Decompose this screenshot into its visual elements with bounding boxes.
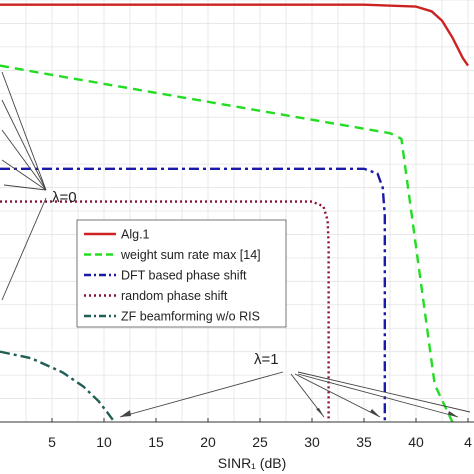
x-tick-label: 25 xyxy=(252,434,268,450)
annotations: λ=0 λ=1 xyxy=(1,71,471,418)
series-line-alg1 xyxy=(0,3,469,67)
series-layer xyxy=(0,3,469,423)
lambda1-arrows xyxy=(119,371,471,418)
legend: Alg.1 weight sum rate max [14] DFT based p… xyxy=(76,219,287,328)
x-axis-label: SINR₁ (dB) xyxy=(218,455,287,471)
x-ticks: 5 10 15 20 25 30 35 40 4 xyxy=(48,418,472,450)
x-tick-label: 4 xyxy=(464,434,472,450)
legend-label-alg1: Alg.1 xyxy=(121,228,150,242)
series-line-random xyxy=(0,200,330,422)
x-tick-label: 5 xyxy=(48,434,56,450)
legend-label-wsr: weight sum rate max [14] xyxy=(120,248,261,262)
legend-label-dft: DFT based phase shift xyxy=(121,269,247,283)
lambda0-arrows xyxy=(1,71,47,301)
series-line-zf xyxy=(0,350,116,423)
lambda1-label: λ=1 xyxy=(254,351,279,368)
grid xyxy=(0,0,474,422)
legend-label-zf: ZF beamforming w/o RIS xyxy=(121,310,260,324)
series-line-wsr xyxy=(0,64,454,423)
x-tick-label: 20 xyxy=(200,434,216,450)
x-tick-label: 10 xyxy=(96,434,112,450)
legend-label-random: random phase shift xyxy=(121,289,228,303)
series-line-dft xyxy=(0,167,386,422)
x-tick-label: 35 xyxy=(356,434,372,450)
x-tick-label: 30 xyxy=(304,434,320,450)
x-tick-label: 40 xyxy=(408,434,424,450)
x-tick-label: 15 xyxy=(148,434,164,450)
legend-box xyxy=(76,219,287,328)
lambda0-label: λ=0 xyxy=(52,189,77,206)
